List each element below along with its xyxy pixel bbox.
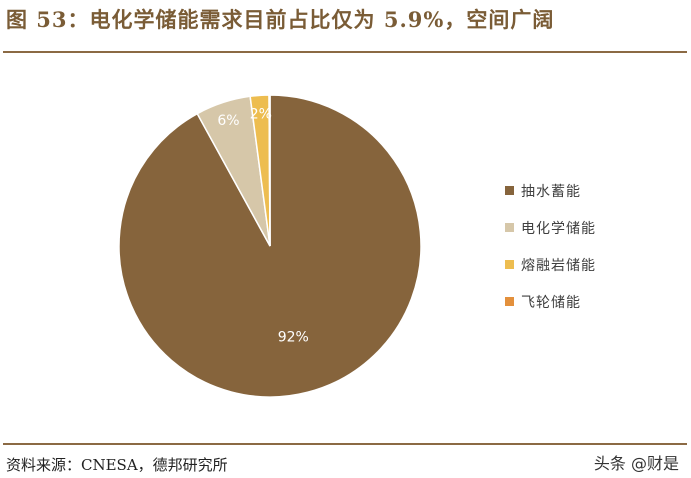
legend-swatch (505, 297, 514, 306)
legend-swatch (505, 223, 514, 232)
pie-data-labels: 92% 6% 2% (217, 106, 308, 345)
chart-legend: 抽水蓄能电化学储能熔融岩储能飞轮储能 (505, 172, 596, 320)
figure-title: 图 53：电化学储能需求目前占比仅为 5.9%，空间广阔 (6, 7, 555, 32)
legend-label: 抽水蓄能 (521, 183, 581, 200)
pie-slices (118, 94, 422, 398)
legend-label: 熔融岩储能 (521, 257, 596, 274)
pie-data-label-2: 6% (217, 113, 239, 129)
pie-data-label-1: 92% (278, 330, 309, 346)
legend-item-1: 抽水蓄能 (505, 172, 596, 209)
pie-data-label-3: 2% (250, 106, 272, 122)
legend-item-3: 熔融岩储能 (505, 246, 596, 283)
legend-swatch (505, 260, 514, 269)
legend-label: 电化学储能 (521, 220, 596, 237)
bottom-divider (3, 443, 687, 445)
legend-label: 飞轮储能 (521, 294, 581, 311)
watermark: 头条 @财是 (593, 454, 679, 473)
pie-chart: 92% 6% 2% (118, 94, 422, 398)
pie-slice-4 (268, 94, 271, 247)
source-note: 资料来源：CNESA，德邦研究所 (6, 456, 228, 474)
legend-swatch (505, 186, 514, 195)
legend-item-2: 电化学储能 (505, 209, 596, 246)
legend-item-4: 飞轮储能 (505, 283, 596, 320)
top-divider (3, 51, 687, 53)
